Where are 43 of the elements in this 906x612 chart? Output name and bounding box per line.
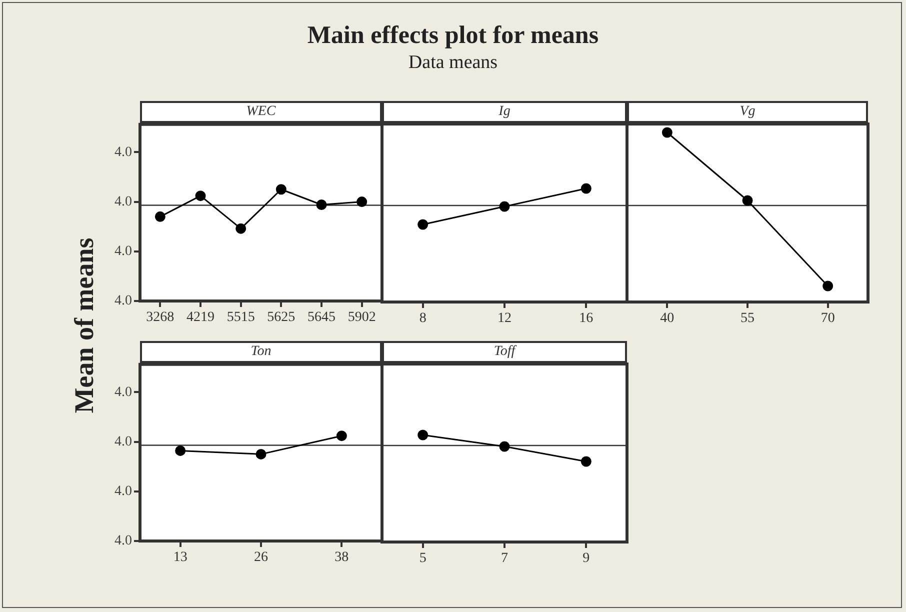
x-tick-label: 5625 [267, 310, 296, 325]
y-tick-label: 4.0 [114, 533, 132, 548]
y-tick-label: 4.0 [114, 144, 132, 160]
text: Main effects plot for means [306, 22, 600, 50]
x-tick-label: 13 [173, 550, 188, 565]
x-tick-label: 5902 [348, 310, 376, 325]
x-tick-label: 7 [501, 551, 508, 566]
x-tick-label: 40 [660, 311, 674, 326]
y-tick-label: 4.0 [114, 384, 132, 400]
y-tick-label: 4.0 [114, 293, 132, 308]
x-axis-title: Toff [382, 341, 627, 364]
x-tick-label: 12 [498, 311, 512, 326]
x-tick-label: 38 [334, 550, 349, 565]
x-tick-label: 5515 [226, 310, 255, 325]
y-tick-label: 4.0 [114, 194, 132, 210]
point [276, 184, 286, 194]
x-tick-label: 70 [820, 311, 835, 326]
point [154, 211, 166, 222]
x-tick-label: 16 [579, 311, 594, 326]
y-tick-label: 4.0 [114, 434, 132, 450]
x-tick-label: 26 [254, 550, 268, 565]
x-tick-label: 5 [419, 551, 426, 566]
x-axis-title: WEC [140, 101, 382, 124]
x-axis-title: Ig [382, 101, 627, 124]
x-axis-title: Vg [627, 101, 868, 124]
x-tick-label: 3268 [146, 310, 174, 325]
point [336, 430, 347, 441]
point [256, 448, 266, 460]
y-tick-label: 4.0 [114, 244, 132, 259]
chart-subtitle: Data means [407, 52, 499, 74]
x-tick-label: 8 [419, 311, 426, 326]
x-tick-label: 5645 [308, 310, 336, 325]
x-tick-label: 55 [740, 311, 754, 326]
x-tick-label: 4219 [186, 310, 214, 325]
y-axis-title: Mean of means [68, 237, 100, 413]
point [236, 222, 246, 234]
x-tick-label: 9 [582, 551, 590, 566]
x-axis-title: Ton [140, 341, 382, 364]
point [195, 190, 206, 201]
y-tick-label: 4.0 [114, 484, 132, 499]
point [316, 199, 327, 210]
point [175, 445, 186, 456]
point [356, 196, 368, 207]
